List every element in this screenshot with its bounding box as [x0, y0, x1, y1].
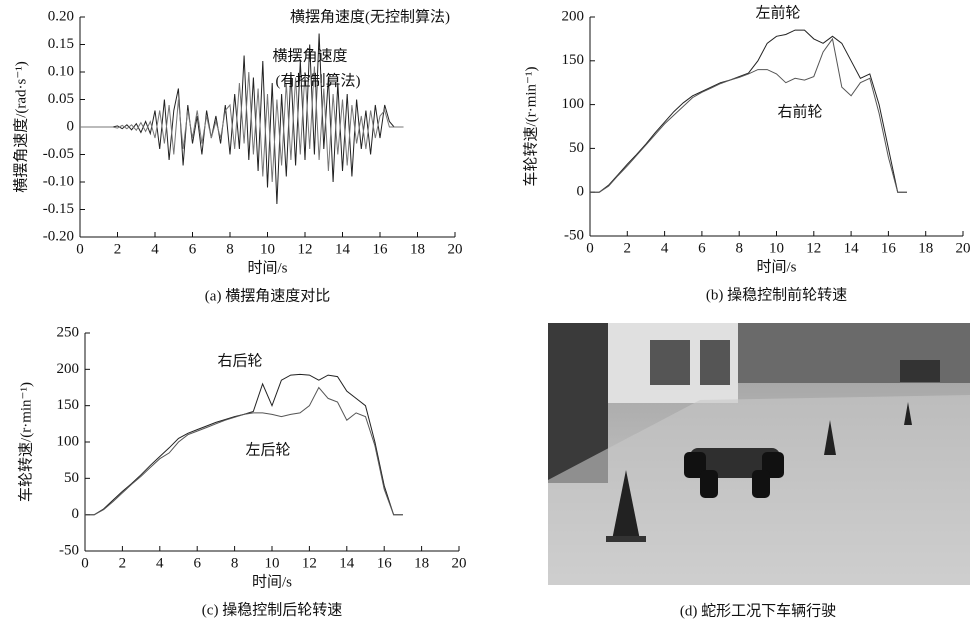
x-tick-label: 10 [265, 555, 280, 571]
x-tick-label: 4 [156, 555, 164, 571]
x-tick-label: 16 [373, 241, 389, 257]
x-tick-label: 14 [339, 555, 355, 571]
y-tick-label: 200 [562, 8, 585, 24]
x-tick-label: 20 [448, 241, 463, 257]
y-tick-label: -50 [59, 542, 79, 558]
y-tick-label: 150 [57, 397, 80, 413]
x-tick-label: 16 [881, 240, 897, 256]
y-axis-label: 车轮转速/(r·min⁻¹) [522, 67, 539, 187]
x-tick-label: 18 [414, 555, 429, 571]
y-tick-label: 50 [569, 140, 584, 156]
x-tick-label: 10 [260, 241, 275, 257]
y-tick-label: 200 [57, 361, 80, 377]
x-tick-label: 20 [452, 555, 467, 571]
x-tick-label: 14 [844, 240, 860, 256]
x-tick-label: 18 [918, 240, 933, 256]
series-line [85, 388, 403, 515]
y-tick-label: 0.05 [48, 91, 74, 107]
y-tick-label: -0.20 [43, 228, 74, 244]
x-tick-label: 8 [226, 241, 234, 257]
x-tick-label: 4 [151, 241, 159, 257]
y-tick-label: 0.20 [48, 8, 74, 24]
x-tick-label: 0 [76, 241, 84, 257]
x-tick-label: 14 [335, 241, 351, 257]
x-axis-label: 时间/s [252, 573, 292, 590]
x-tick-label: 12 [806, 240, 821, 256]
x-tick-label: 16 [377, 555, 393, 571]
x-tick-label: 10 [769, 240, 784, 256]
annotation: 右前轮 [777, 103, 822, 120]
x-tick-label: 12 [302, 555, 317, 571]
annotation: 横摆角速度(无控制算法) [290, 7, 450, 25]
x-tick-label: 4 [661, 240, 669, 256]
series-line [590, 30, 907, 192]
y-tick-label: 250 [57, 324, 80, 340]
annotation: 横摆角速度 [272, 47, 347, 64]
annotation: (有控制算法) [276, 71, 361, 89]
y-tick-label: -0.15 [43, 201, 74, 217]
y-tick-label: 0 [67, 118, 75, 134]
x-tick-label: 2 [114, 241, 122, 257]
photo [548, 323, 970, 585]
x-tick-label: 8 [231, 555, 239, 571]
x-axis-label: 时间/s [756, 258, 796, 275]
y-tick-label: 100 [57, 433, 80, 449]
y-axis-label: 车轮转速/(r·min⁻¹) [17, 382, 34, 502]
annotation: 左后轮 [245, 441, 290, 458]
y-tick-label: -0.10 [43, 173, 74, 189]
x-tick-label: 2 [624, 240, 632, 256]
y-tick-label: 150 [562, 52, 585, 68]
x-tick-label: 8 [735, 240, 743, 256]
caption: (a) 横摆角速度对比 [205, 287, 330, 304]
caption: (b) 操稳控制前轮转速 [706, 286, 847, 303]
x-tick-label: 6 [193, 555, 201, 571]
x-tick-label: 18 [410, 241, 425, 257]
x-tick-label: 6 [698, 240, 706, 256]
x-tick-label: 0 [586, 240, 594, 256]
x-tick-label: 2 [119, 555, 127, 571]
y-tick-label: 0.10 [48, 63, 74, 79]
x-tick-label: 20 [956, 240, 971, 256]
y-tick-label: 50 [64, 470, 79, 486]
x-axis-label: 时间/s [247, 259, 287, 276]
y-tick-label: 100 [562, 96, 585, 112]
y-tick-label: 0 [577, 184, 585, 200]
caption: (c) 操稳控制后轮转速 [202, 601, 342, 618]
y-axis-label: 横摆角速度/(rad·s⁻¹) [12, 61, 29, 193]
y-tick-label: 0 [72, 506, 80, 522]
figure: (d) 蛇形工况下车辆行驶 -0.20 -0.15 -0.10 -0.05 0 0.05 0… [0, 0, 972, 627]
photo-caption: (d) 蛇形工况下车辆行驶 [680, 602, 836, 619]
annotation: 右后轮 [217, 352, 262, 369]
series-line [590, 39, 907, 192]
x-tick-label: 6 [189, 241, 197, 257]
series-line [85, 374, 403, 514]
y-tick-label: 0.15 [48, 36, 74, 52]
x-tick-label: 0 [81, 555, 89, 571]
y-tick-label: -50 [564, 227, 584, 243]
x-tick-label: 12 [298, 241, 313, 257]
annotation: 左前轮 [755, 4, 800, 21]
y-tick-label: -0.05 [43, 146, 74, 162]
